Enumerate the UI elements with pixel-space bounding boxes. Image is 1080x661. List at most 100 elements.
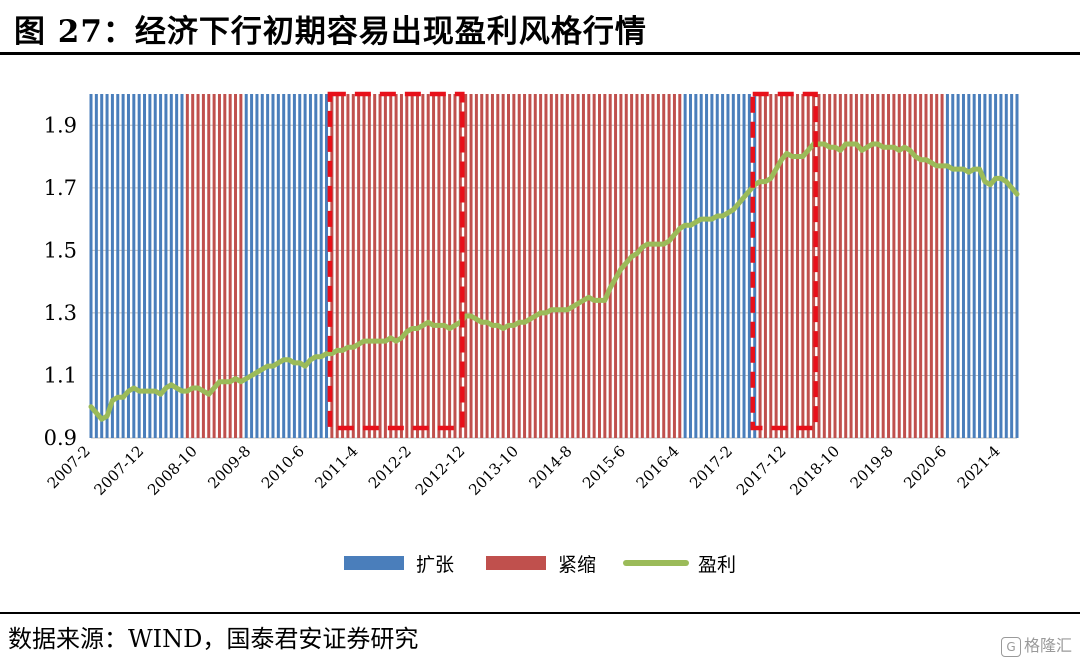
contraction-bar xyxy=(346,94,350,438)
expansion-bar xyxy=(325,94,329,438)
expansion-bar xyxy=(137,94,141,438)
expansion-bar xyxy=(105,94,109,438)
expansion-bar xyxy=(951,94,955,438)
contraction-bar xyxy=(480,94,484,438)
legend: 扩张 紧缩 盈利 xyxy=(344,554,736,576)
expansion-bar xyxy=(961,94,965,438)
expansion-bar xyxy=(298,94,302,438)
x-tick-label: 2014-8 xyxy=(526,442,576,492)
contraction-bar xyxy=(870,94,874,438)
expansion-bar xyxy=(999,94,1003,438)
contraction-bar xyxy=(801,94,805,438)
expansion-bar xyxy=(266,94,270,438)
contraction-bar xyxy=(849,94,853,438)
expansion-bar xyxy=(956,94,960,438)
contraction-bar xyxy=(539,94,543,438)
contraction-bar xyxy=(860,94,864,438)
contraction-bar xyxy=(876,94,880,438)
contraction-bar xyxy=(763,94,767,438)
expansion-bar xyxy=(731,94,735,438)
contraction-bar xyxy=(496,94,500,438)
contraction-bar xyxy=(228,94,232,438)
expansion-bar xyxy=(314,94,318,438)
expansion-bar xyxy=(260,94,264,438)
contraction-bar xyxy=(405,94,409,438)
x-tick-label: 2019-8 xyxy=(847,442,897,492)
contraction-bar xyxy=(196,94,200,438)
expansion-bar xyxy=(244,94,248,438)
contraction-bar xyxy=(854,94,858,438)
legend-swatch-contraction xyxy=(486,556,546,570)
expansion-bar xyxy=(726,94,730,438)
contraction-bar xyxy=(630,94,634,438)
contraction-bar xyxy=(560,94,564,438)
contraction-bar xyxy=(651,94,655,438)
contraction-bar xyxy=(887,94,891,438)
contraction-bar xyxy=(474,94,478,438)
expansion-bar xyxy=(710,94,714,438)
contraction-bar xyxy=(437,94,441,438)
expansion-bar xyxy=(164,94,168,438)
contraction-bar xyxy=(378,94,382,438)
expansion-bar xyxy=(688,94,692,438)
y-tick-label: 0.9 xyxy=(44,426,77,450)
x-tick-label: 2017-2 xyxy=(686,442,736,492)
contraction-bar xyxy=(785,94,789,438)
y-tick-label: 1.5 xyxy=(44,238,77,262)
contraction-bar xyxy=(191,94,195,438)
x-tick-label: 2016-4 xyxy=(633,442,683,492)
source-rule xyxy=(0,612,1080,614)
x-tick-label: 2018-10 xyxy=(786,442,843,499)
contraction-bar xyxy=(678,94,682,438)
x-tick-label: 2021-4 xyxy=(954,442,1004,492)
contraction-bar xyxy=(581,94,585,438)
expansion-bar xyxy=(747,94,751,438)
contraction-bar xyxy=(576,94,580,438)
contraction-bar xyxy=(662,94,666,438)
expansion-bar xyxy=(175,94,179,438)
expansion-bar xyxy=(132,94,136,438)
contraction-bar xyxy=(549,94,553,438)
contraction-bar xyxy=(640,94,644,438)
contraction-bar xyxy=(453,94,457,438)
expansion-bar xyxy=(180,94,184,438)
contraction-bar xyxy=(490,94,494,438)
contraction-bar xyxy=(672,94,676,438)
figure-title: 图 27：经济下行初期容易出现盈利风格行情 xyxy=(14,14,647,50)
contraction-bar xyxy=(394,94,398,438)
x-tick-label: 2008-10 xyxy=(144,442,201,499)
contraction-bar xyxy=(833,94,837,438)
contraction-bar xyxy=(212,94,216,438)
contraction-bar xyxy=(646,94,650,438)
expansion-bar xyxy=(945,94,949,438)
y-tick-label: 1.7 xyxy=(44,176,77,200)
contraction-bar xyxy=(571,94,575,438)
legend-label-expansion: 扩张 xyxy=(416,554,454,576)
x-tick-label: 2009-8 xyxy=(204,442,254,492)
expansion-bar xyxy=(110,94,114,438)
contraction-bar xyxy=(362,94,366,438)
contraction-bar xyxy=(790,94,794,438)
contraction-bar xyxy=(597,94,601,438)
contraction-bar xyxy=(223,94,227,438)
contraction-bar xyxy=(367,94,371,438)
contraction-bar xyxy=(929,94,933,438)
x-tick-label: 2011-4 xyxy=(311,442,361,492)
contraction-bar xyxy=(614,94,618,438)
contraction-bar xyxy=(357,94,361,438)
profit-line-layer xyxy=(88,141,1020,422)
title-rule xyxy=(0,52,1080,55)
legend-label-contraction: 紧缩 xyxy=(558,554,596,576)
contraction-bar xyxy=(844,94,848,438)
expansion-bar xyxy=(699,94,703,438)
contraction-bar xyxy=(769,94,773,438)
contraction-bar xyxy=(817,94,821,438)
watermark-text: 格隆汇 xyxy=(1023,636,1072,655)
contraction-bar xyxy=(448,94,452,438)
contraction-bar xyxy=(908,94,912,438)
contraction-bar xyxy=(822,94,826,438)
contraction-bar xyxy=(608,94,612,438)
contraction-bar xyxy=(426,94,430,438)
